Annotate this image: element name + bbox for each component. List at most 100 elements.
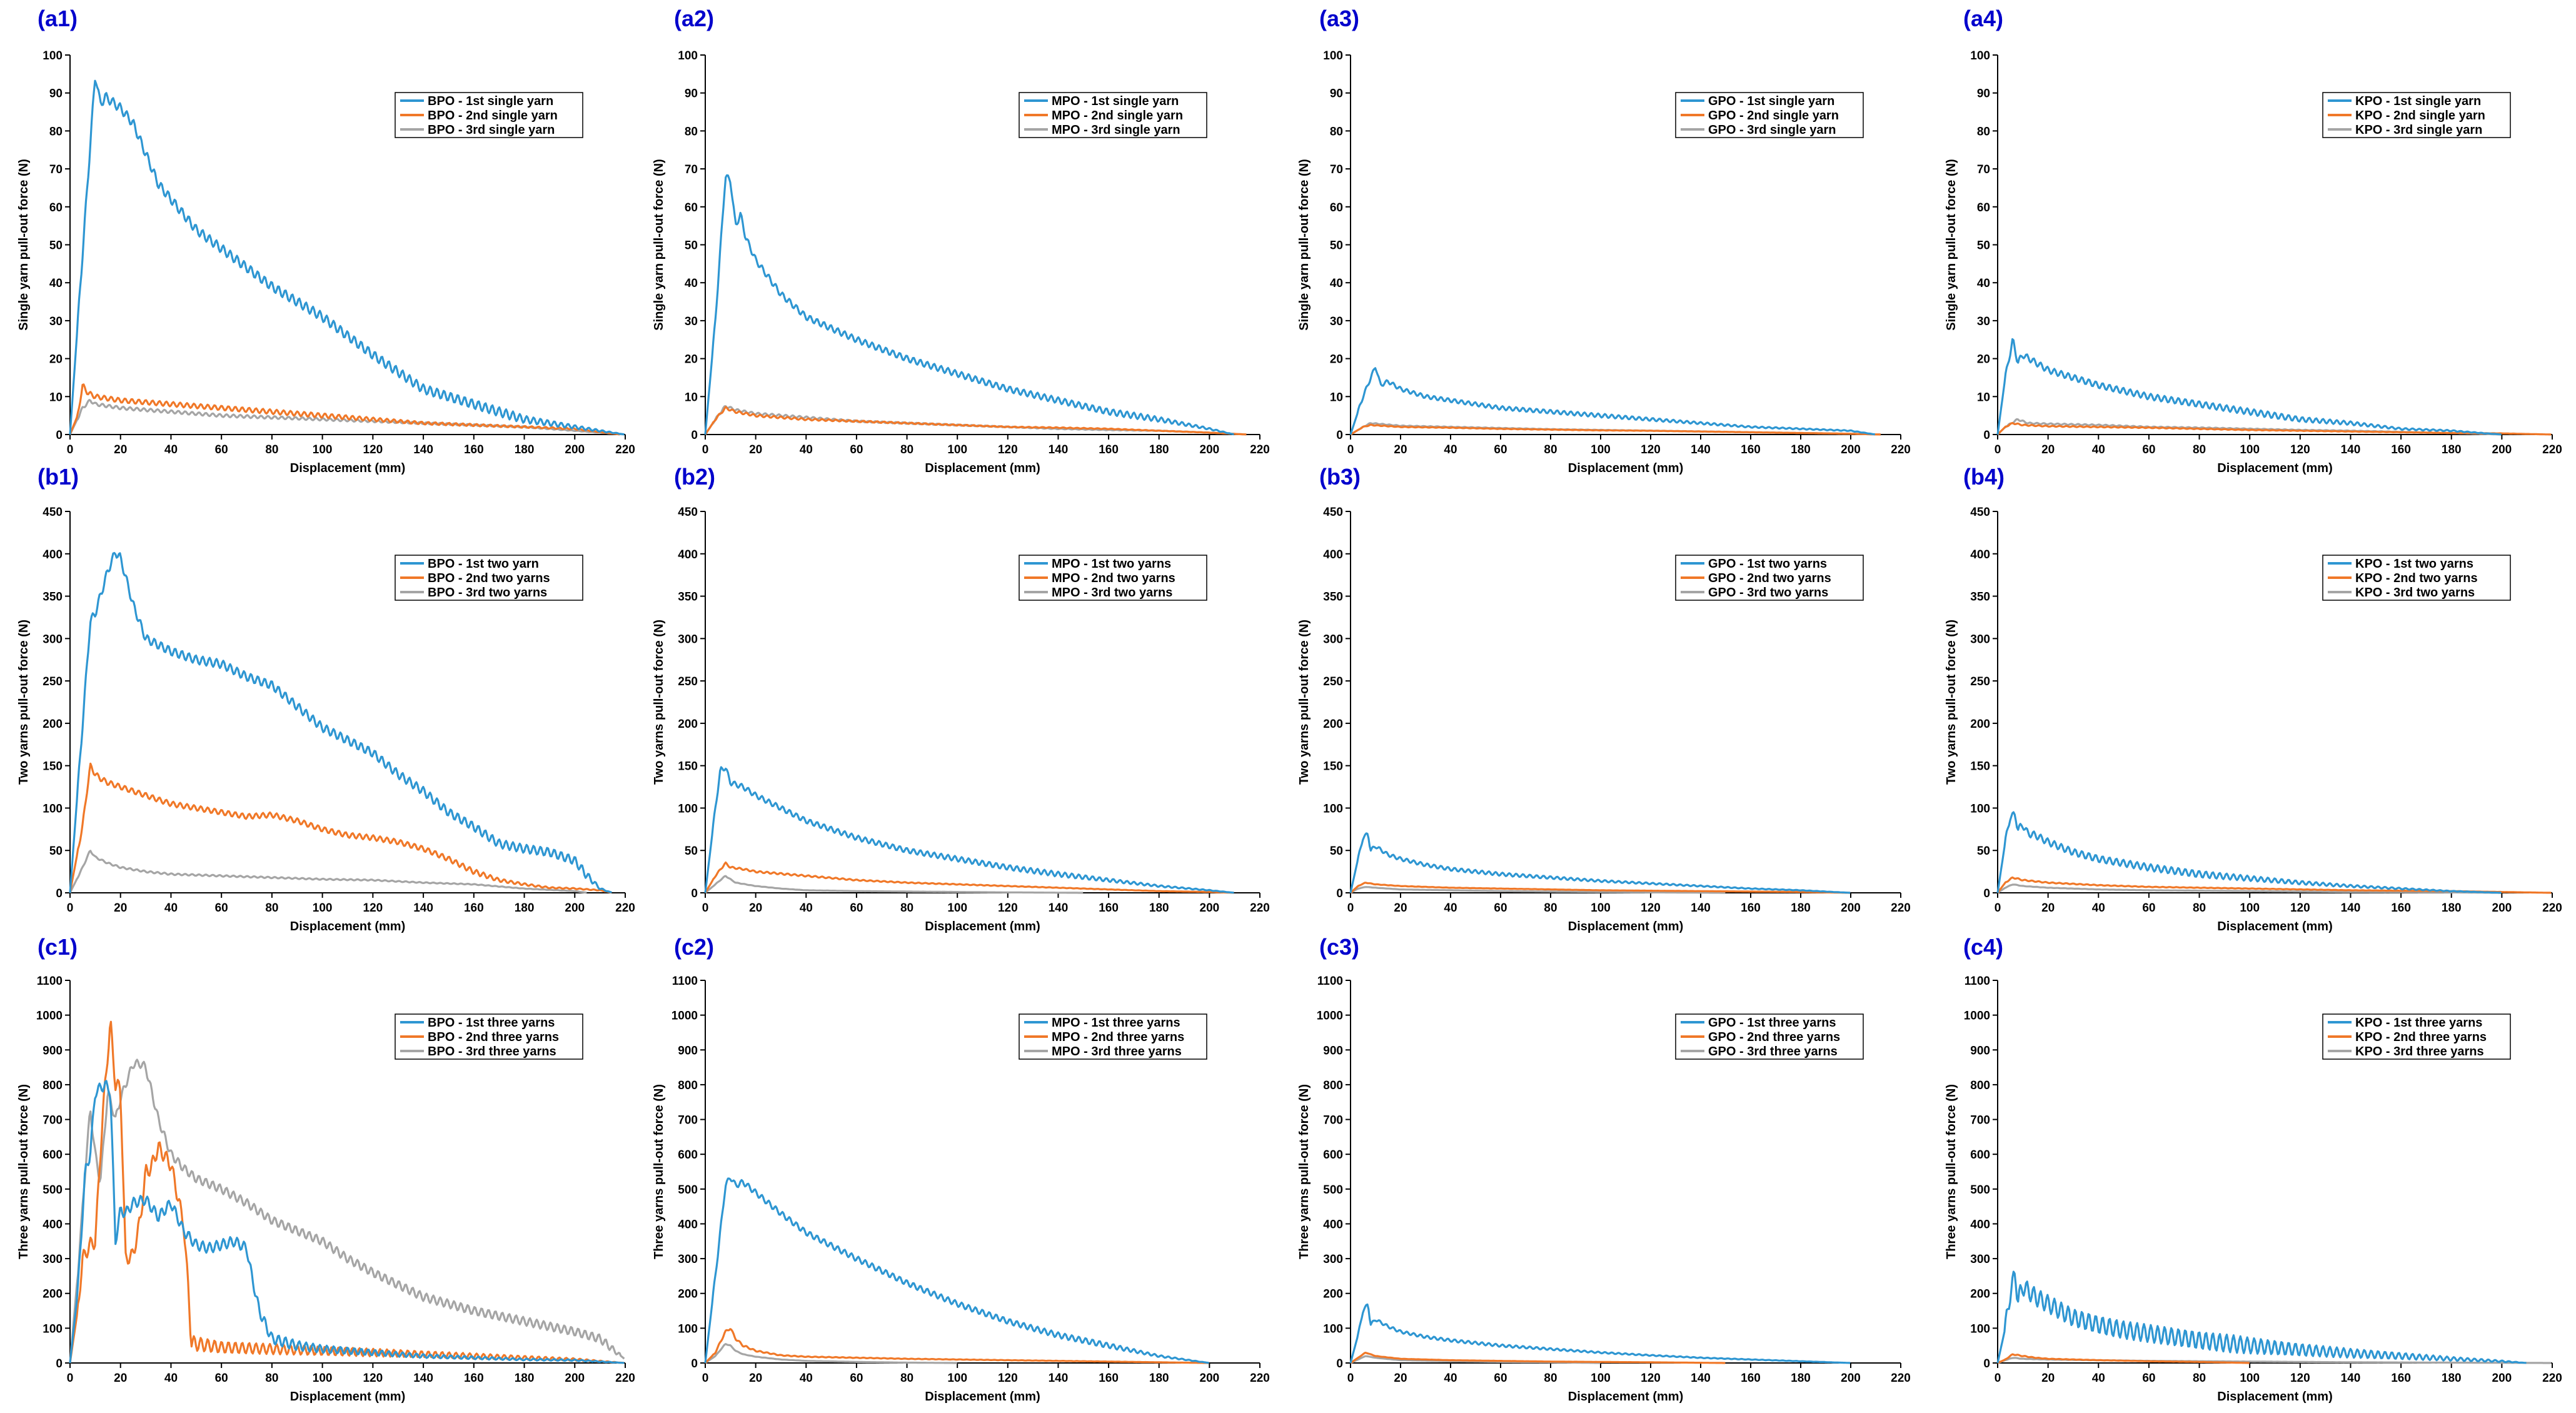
chart-panel-c2: (c2)010020030040050060070080090010001100…: [652, 934, 1270, 1404]
x-tick-label: 200: [2492, 1372, 2512, 1385]
y-axis-title: Single yarn pull-out force (N): [17, 159, 31, 330]
series-line-2: [1997, 1353, 2250, 1364]
x-tick-label: 140: [413, 902, 433, 915]
y-tick-label: 30: [49, 315, 63, 328]
x-tick-label: 60: [1494, 1372, 1507, 1385]
series-line-1: [704, 174, 1234, 436]
x-tick-label: 220: [1250, 443, 1270, 456]
y-tick-label: 150: [678, 760, 698, 773]
y-tick-label: 1000: [1964, 1010, 1990, 1023]
series-line-2: [704, 861, 1234, 894]
legend-entry-3: BPO - 3rd two yarns: [428, 586, 547, 600]
x-tick-label: 100: [313, 902, 333, 915]
y-tick-label: 50: [685, 845, 698, 858]
y-tick-label: 200: [1970, 718, 1990, 731]
legend-entry-3: GPO - 3rd single yarn: [1708, 123, 1836, 137]
series-line-3: [704, 875, 1084, 894]
x-tick-label: 120: [998, 902, 1018, 915]
legend-entry-3: KPO - 3rd two yarns: [2355, 586, 2475, 600]
legend-entry-2: BPO - 2nd two yarns: [428, 571, 550, 585]
y-tick-label: 200: [1323, 718, 1343, 731]
x-axis-title: Displacement (mm): [290, 920, 406, 933]
y-tick-label: 70: [49, 163, 63, 176]
y-tick-label: 10: [685, 391, 698, 404]
y-tick-label: 100: [43, 802, 63, 815]
y-tick-label: 0: [56, 1357, 63, 1370]
y-tick-label: 450: [678, 506, 698, 519]
x-axis-title: Displacement (mm): [290, 461, 406, 475]
x-tick-label: 220: [615, 902, 635, 915]
x-axis-title: Displacement (mm): [2217, 920, 2333, 933]
x-tick-label: 40: [800, 1372, 813, 1385]
legend-entry-3: MPO - 3rd two yarns: [1052, 586, 1172, 600]
x-tick-label: 220: [1250, 902, 1270, 915]
x-tick-label: 80: [900, 1372, 913, 1385]
x-tick-label: 80: [1544, 443, 1557, 456]
y-tick-label: 40: [1977, 277, 1990, 290]
series-line-1: [1996, 811, 2502, 894]
y-tick-label: 100: [1323, 802, 1343, 815]
x-tick-label: 40: [2092, 1372, 2105, 1385]
x-tick-label: 60: [850, 1372, 863, 1385]
y-tick-label: 40: [49, 277, 63, 290]
y-tick-label: 450: [1970, 506, 1990, 519]
x-tick-label: 180: [515, 443, 535, 456]
panel-label-c3: (c3): [1319, 934, 1359, 960]
y-tick-label: 400: [1323, 1218, 1343, 1231]
x-tick-label: 100: [313, 1372, 333, 1385]
x-tick-label: 0: [1347, 443, 1354, 456]
x-tick-label: 180: [1149, 1372, 1169, 1385]
series-line-2: [1350, 1352, 1726, 1364]
y-tick-label: 80: [1330, 125, 1343, 138]
x-axis-title: Displacement (mm): [925, 920, 1040, 933]
y-tick-label: 80: [685, 125, 698, 138]
series-line-2: [704, 1328, 1209, 1364]
x-axis-title: Displacement (mm): [290, 1390, 406, 1404]
x-tick-label: 140: [1049, 443, 1069, 456]
y-tick-label: 300: [678, 1253, 698, 1266]
x-tick-label: 60: [2142, 443, 2155, 456]
y-tick-label: 1000: [1317, 1010, 1343, 1023]
y-tick-label: 300: [43, 1253, 63, 1266]
legend-entry-1: GPO - 1st single yarn: [1708, 94, 1834, 108]
y-tick-label: 300: [678, 633, 698, 646]
x-tick-label: 0: [1995, 443, 2001, 456]
x-tick-label: 80: [1544, 902, 1557, 915]
legend-box: [395, 92, 583, 138]
y-tick-label: 90: [49, 88, 63, 101]
x-tick-label: 140: [1691, 1372, 1711, 1385]
legend-entry-3: GPO - 3rd two yarns: [1708, 586, 1828, 600]
x-tick-label: 20: [749, 1372, 762, 1385]
x-tick-label: 200: [1200, 443, 1220, 456]
panel-label-a4: (a4): [1963, 6, 2003, 31]
series-line-1: [704, 766, 1234, 894]
legend-entry-3: KPO - 3rd three yarns: [2355, 1045, 2484, 1058]
legend-entry-2: BPO - 2nd three yarns: [428, 1030, 559, 1044]
x-tick-label: 140: [1049, 902, 1069, 915]
x-tick-label: 200: [1200, 902, 1220, 915]
legend-entry-2: GPO - 2nd two yarns: [1708, 571, 1831, 585]
legend-entry-1: MPO - 1st two yarns: [1052, 557, 1171, 571]
legend-box: [1019, 92, 1207, 138]
x-tick-label: 160: [1099, 443, 1119, 456]
series-line-3: [69, 850, 587, 894]
legend-entry-2: GPO - 2nd single yarn: [1708, 109, 1839, 123]
y-tick-label: 20: [1330, 353, 1343, 366]
x-tick-label: 200: [2492, 443, 2512, 456]
panel-label-a2: (a2): [674, 6, 714, 31]
x-tick-label: 0: [702, 902, 709, 915]
y-tick-label: 900: [1323, 1044, 1343, 1057]
series-line-3: [705, 1343, 957, 1364]
y-tick-label: 60: [49, 201, 63, 214]
legend-entry-3: BPO - 3rd three yarns: [428, 1045, 556, 1058]
x-tick-label: 200: [2492, 902, 2512, 915]
x-tick-label: 40: [1444, 1372, 1457, 1385]
y-tick-label: 1100: [672, 975, 698, 988]
panel-label-b2: (b2): [674, 464, 715, 490]
x-tick-label: 20: [1394, 902, 1407, 915]
x-tick-label: 140: [1691, 902, 1711, 915]
y-tick-label: 600: [1970, 1149, 1990, 1162]
y-tick-label: 0: [691, 887, 698, 900]
legend-entry-1: BPO - 1st single yarn: [428, 94, 553, 108]
y-tick-label: 700: [1323, 1114, 1343, 1127]
